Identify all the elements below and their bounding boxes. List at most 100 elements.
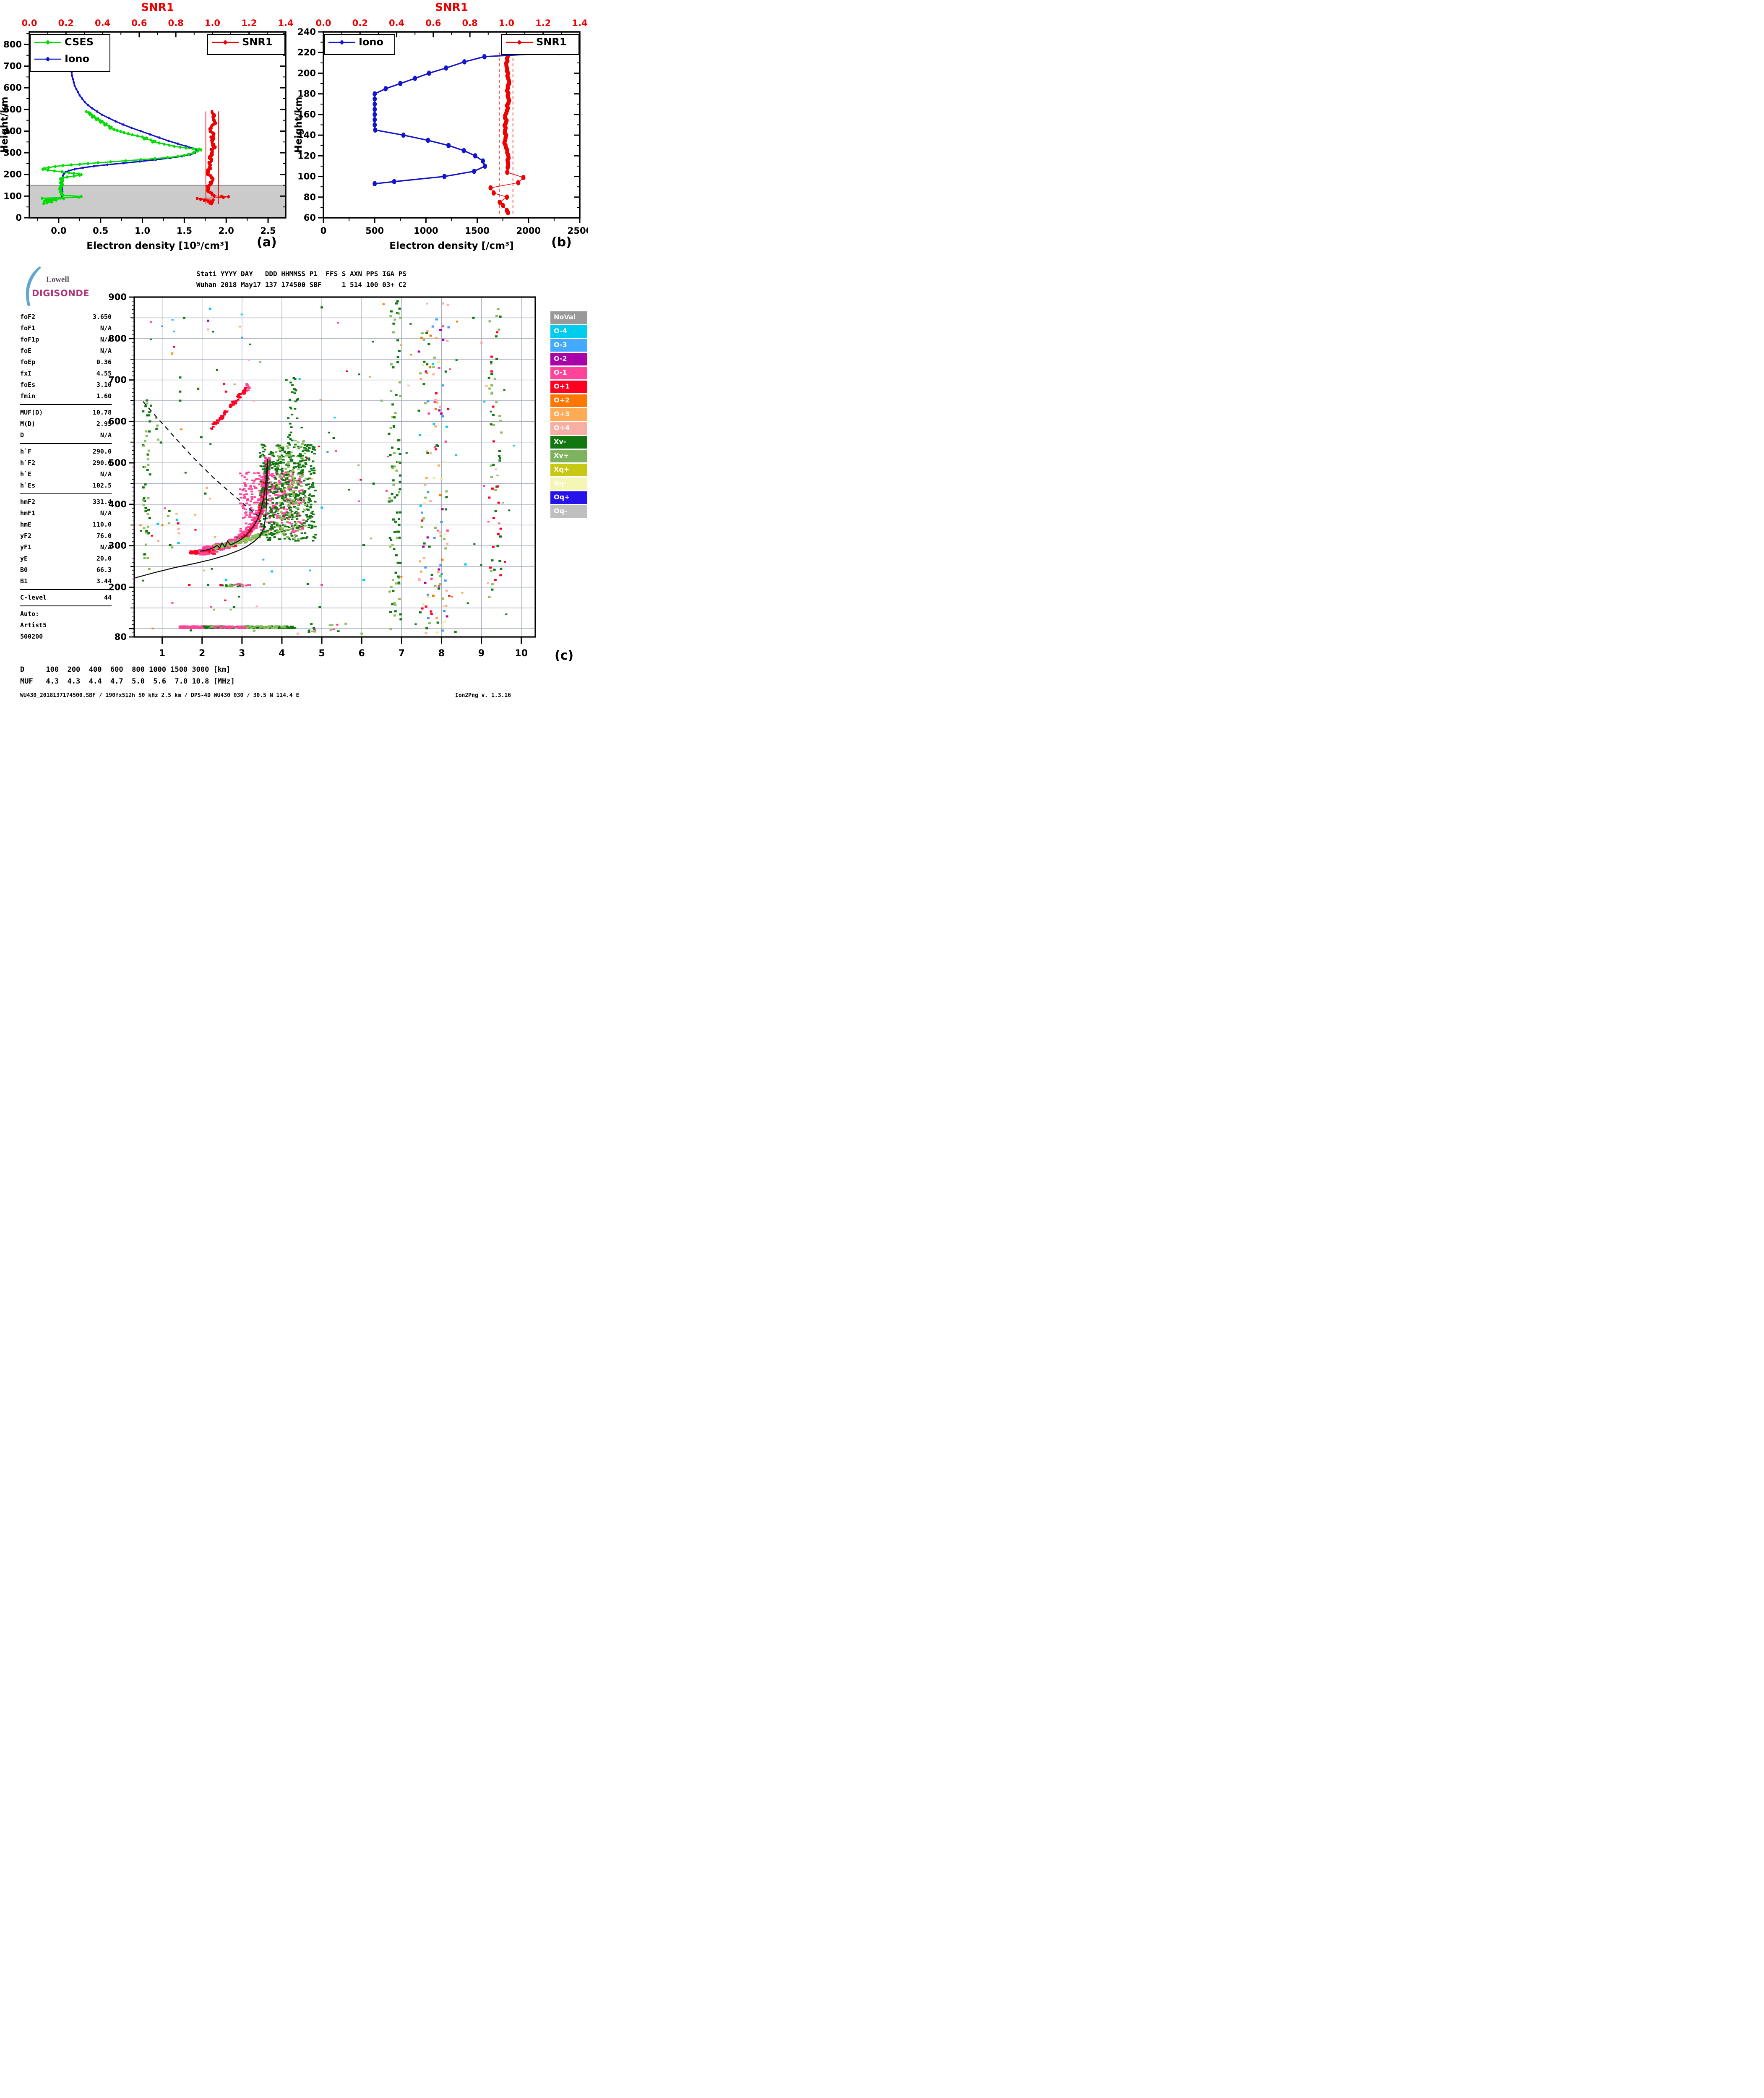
svg-text:800: 800 (3, 39, 22, 50)
svg-text:1.0: 1.0 (135, 226, 150, 236)
param-value: N/A (100, 543, 112, 551)
param-value: 102.5 (92, 482, 112, 489)
svg-text:Iono: Iono (65, 53, 89, 65)
svg-text:Electron density [10⁵/cm³]: Electron density [10⁵/cm³] (86, 240, 229, 251)
param-row: foEs 3.10 (20, 379, 112, 391)
svg-text:0.4: 0.4 (95, 18, 110, 28)
logo-lowell-text: Lowell (46, 275, 69, 284)
svg-text:1.4: 1.4 (278, 18, 293, 28)
svg-text:80: 80 (115, 632, 127, 642)
svg-text:1.0: 1.0 (499, 18, 514, 28)
svg-text:0.8: 0.8 (168, 18, 184, 28)
svg-text:7: 7 (399, 648, 405, 659)
svg-text:100: 100 (297, 172, 316, 182)
param-value: 20.0 (96, 555, 112, 562)
svg-text:500: 500 (108, 458, 127, 468)
svg-text:9: 9 (478, 648, 485, 659)
param-value: 110.0 (92, 521, 112, 528)
svg-text:CSES: CSES (65, 36, 94, 48)
param-label: fmin (20, 392, 36, 400)
svg-text:0.0: 0.0 (51, 226, 66, 236)
param-label: foEs (20, 381, 36, 389)
param-value: 2.95 (96, 420, 112, 428)
echo-legend-item: O+4 (550, 422, 587, 435)
echo-legend-item: Xv- (550, 436, 587, 449)
param-row: foF1 N/A (20, 323, 112, 334)
param-row: fmin 1.60 (20, 391, 112, 402)
param-row: foF2 3.650 (20, 311, 112, 323)
param-value: 0.36 (96, 358, 112, 366)
ionogram-header-row2: Wuhan 2018 May17 137 174500 SBF 1 514 10… (196, 280, 406, 289)
lowell-digisonde-logo: Lowell DIGISONDE (26, 266, 89, 306)
svg-text:0.4: 0.4 (389, 18, 404, 28)
param-label: B0 (20, 566, 28, 574)
param-row: MUF(D) 10.78 (20, 407, 112, 418)
param-row: M(D) 2.95 (20, 418, 112, 430)
svg-text:Electron density [/cm³]: Electron density [/cm³] (389, 240, 513, 251)
svg-text:1.4: 1.4 (572, 18, 587, 28)
param-value: 3.10 (96, 381, 112, 389)
param-separator (20, 589, 112, 590)
panel-label-c: (c) (555, 648, 574, 663)
param-separator (20, 404, 112, 405)
svg-text:10: 10 (515, 648, 528, 659)
param-label: C-level (20, 594, 47, 601)
param-separator (20, 493, 112, 494)
echo-legend-item: Oq+ (550, 491, 587, 504)
svg-text:8: 8 (438, 648, 445, 659)
param-row: h`F 290.0 (20, 446, 112, 457)
svg-text:SNR1: SNR1 (536, 36, 567, 48)
svg-text:180: 180 (297, 89, 316, 99)
echo-legend-item: NoVal (550, 311, 587, 324)
ionogram-chart: 900 800 700 600 500 400 300 200 80 1 2 3 4 5 6 7 8 9 10 (108, 292, 536, 659)
echo-legend-item: Xv+ (550, 450, 587, 462)
param-value: N/A (100, 509, 112, 517)
param-row: fxI 4.55 (20, 368, 112, 379)
svg-text:80: 80 (304, 192, 316, 202)
param-row: B0 66.3 (20, 564, 112, 576)
param-label: MUF(D) (20, 409, 43, 416)
param-row: foEp 0.36 (20, 357, 112, 368)
param-label: h`F (20, 448, 32, 455)
param-label: h`F2 (20, 459, 36, 467)
echo-legend-item: O-1 (550, 367, 587, 379)
param-label: B1 (20, 577, 28, 585)
svg-text:0.6: 0.6 (131, 18, 147, 28)
param-row: hmF1 N/A (20, 508, 112, 519)
svg-text:Height/km: Height/km (294, 97, 304, 153)
param-row: C-level 44 (20, 592, 112, 603)
param-label: yF1 (20, 543, 32, 551)
svg-text:1.5: 1.5 (177, 226, 192, 236)
svg-text:0.2: 0.2 (58, 18, 74, 28)
param-value: 1.60 (96, 392, 112, 400)
param-row: hmF2 331.4 (20, 496, 112, 508)
svg-text:0.2: 0.2 (352, 18, 368, 28)
svg-text:2500: 2500 (568, 226, 588, 236)
electron-density-profile-chart-a: 0.0 0.5 1.0 1.5 2.0 2.5 0 100 200 300 400 500 600 700… (0, 1, 294, 251)
echo-legend-item: O-4 (550, 325, 587, 338)
param-label: yF2 (20, 532, 32, 540)
param-value: N/A (100, 336, 112, 343)
svg-text:2: 2 (199, 648, 205, 659)
param-value: 3.44 (96, 577, 112, 585)
svg-text:0: 0 (16, 213, 22, 223)
param-value: 290.0 (92, 448, 112, 455)
figure-page: 0.0 0.5 1.0 1.5 2.0 2.5 0 100 200 300 400 500 600 700… (0, 0, 588, 707)
svg-text:500: 500 (3, 104, 22, 115)
echo-legend-item: O-3 (550, 339, 587, 352)
svg-text:160: 160 (297, 110, 316, 120)
param-label: hmE (20, 521, 32, 528)
echo-legend-item: Oq- (550, 505, 587, 518)
svg-text:0.6: 0.6 (425, 18, 441, 28)
svg-text:SNR1: SNR1 (141, 1, 174, 14)
param-label: foE (20, 347, 32, 355)
ionogram-header-row1: Stati YYYY DAY DDD HHMMSS P1 FFS S AXN P… (196, 270, 406, 278)
svg-text:100: 100 (3, 191, 22, 201)
footer-file-info: WU430_2018137174500.SBF / 190fx512h 50 k… (20, 692, 300, 699)
parameter-table: foF2 3.650 foF1 N/A foF1p N/A foE N/A foEp 0.36 fx… (20, 311, 112, 642)
svg-text:300: 300 (108, 541, 127, 551)
footer-version: Ion2Png v. 1.3.16 (455, 692, 511, 699)
param-label: foEp (20, 358, 36, 366)
param-label: h`E (20, 470, 32, 478)
echo-legend-item: Xq- (550, 478, 587, 490)
